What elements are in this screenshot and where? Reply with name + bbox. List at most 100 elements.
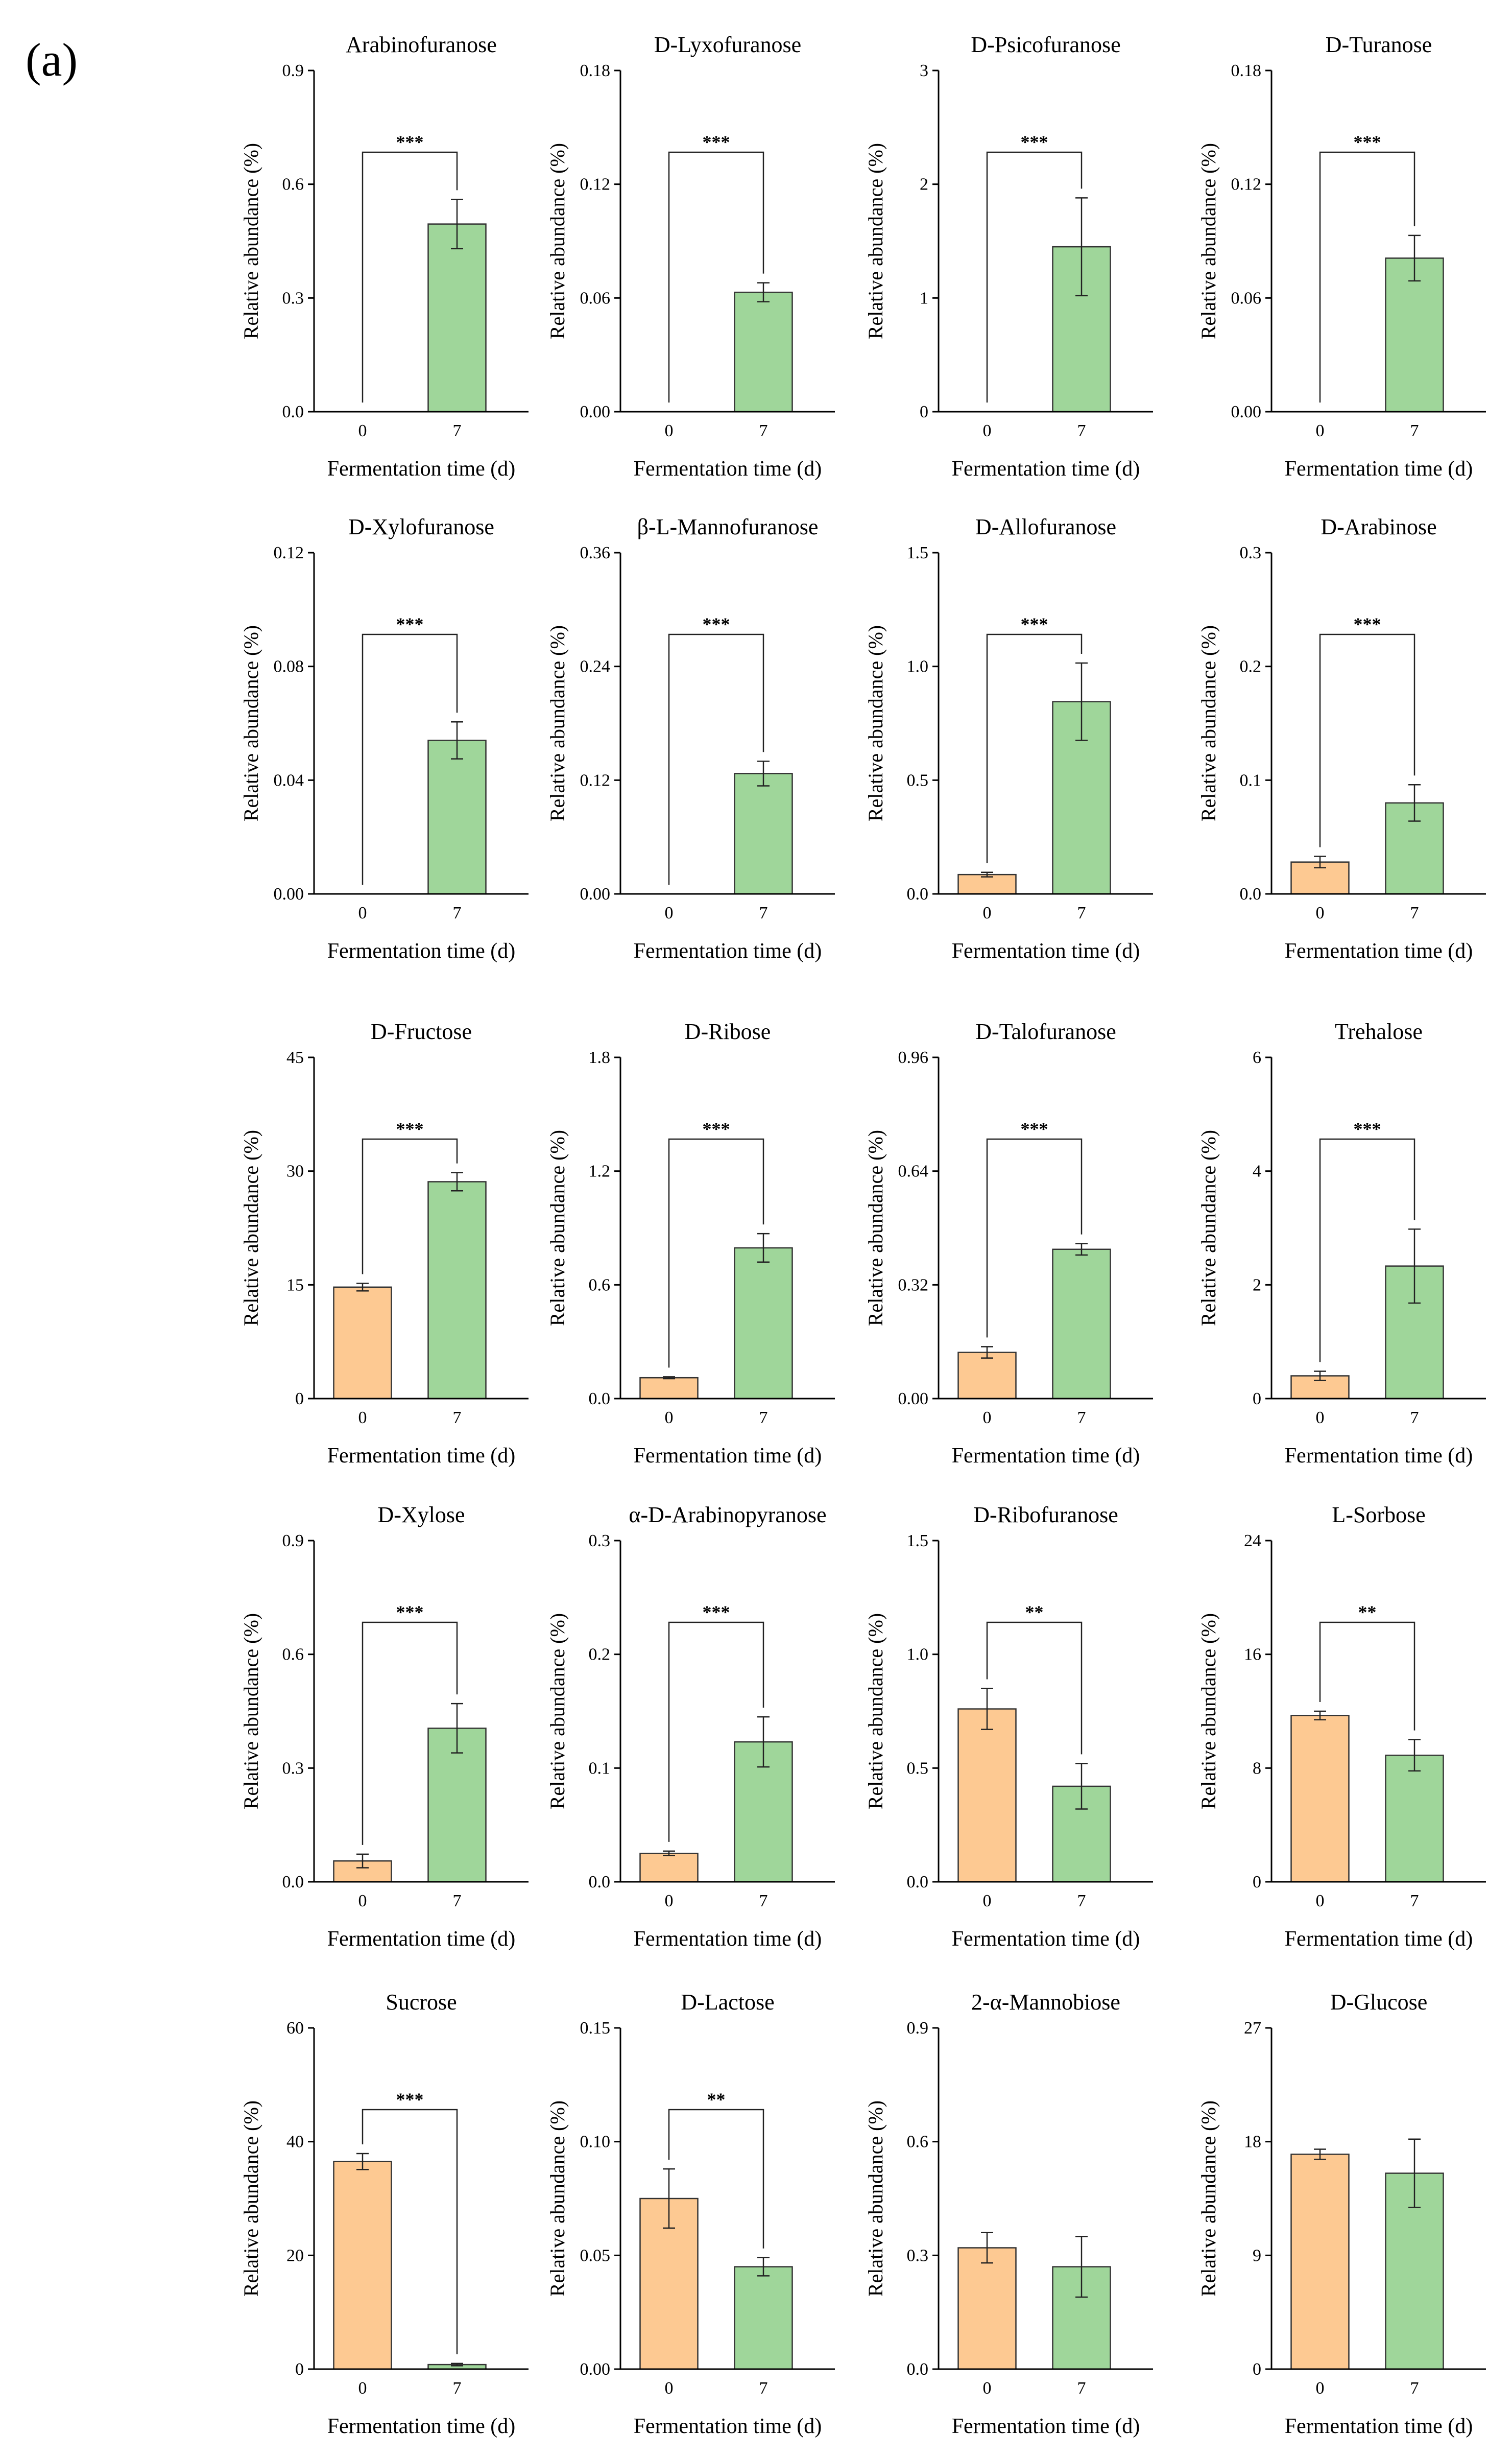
- y-tick-label: 2: [1253, 1275, 1261, 1294]
- y-tick-label: 6: [1253, 1048, 1261, 1067]
- x-tick-label: 0: [983, 904, 992, 923]
- significance-bracket: [362, 1621, 458, 1845]
- y-tick-label: 1.5: [907, 543, 929, 562]
- chart-panel: D-Turanose 0.00 0.06 0.12 0.18 Relative abund…: [1197, 32, 1486, 481]
- chart-title: D-Fructose: [371, 1019, 472, 1044]
- y-tick-label: 0.15: [580, 2019, 611, 2038]
- y-axis-label: Relative abundance (%): [1197, 625, 1220, 821]
- bar: [1052, 1248, 1111, 1400]
- y-tick-label: 0.18: [1231, 61, 1262, 80]
- y-tick-label: 1.2: [589, 1162, 611, 1181]
- y-axis-label: Relative abundance (%): [546, 143, 569, 339]
- y-axis-label: Relative abundance (%): [864, 1613, 887, 1809]
- bar: [1290, 1715, 1350, 1883]
- chart-title: β-L-Mannofuranose: [637, 514, 819, 539]
- chart-panel: D-Ribofuranose 0.0 0.5 1.0 1.5 Relative abund…: [864, 1502, 1153, 1951]
- y-tick-label: 2: [920, 175, 928, 194]
- chart-title: D-Talofuranose: [975, 1019, 1116, 1044]
- chart-title: D-Xylose: [377, 1502, 465, 1527]
- x-tick-label: 0: [983, 1408, 992, 1427]
- y-tick-label: 0.9: [282, 1531, 304, 1550]
- chart-panel: L-Sorbose 0 8 16 24 Relative abundance (%) 0 7 F…: [1197, 1502, 1486, 1951]
- y-tick-label: 0.10: [580, 2133, 611, 2152]
- y-tick-label: 1.8: [589, 1048, 611, 1067]
- x-tick-label: 7: [1077, 1892, 1086, 1910]
- bar: [957, 1352, 1017, 1400]
- chart-panel: D-Lactose 0.00 0.05 0.10 0.15 Relative abunda…: [546, 1990, 835, 2438]
- significance-label: ***: [703, 1602, 730, 1622]
- y-tick-label: 1: [920, 289, 928, 308]
- x-tick-label: 7: [1077, 1408, 1086, 1427]
- bar: [957, 1708, 1017, 1883]
- x-axis-label: Fermentation time (d): [1285, 1927, 1473, 1951]
- x-tick-label: 0: [358, 904, 367, 923]
- x-tick-label: 0: [983, 1892, 992, 1910]
- y-tick-label: 0.12: [274, 543, 304, 562]
- y-tick-label: 0.3: [282, 289, 304, 308]
- y-tick-label: 0.06: [1231, 289, 1262, 308]
- y-tick-label: 0: [1253, 1389, 1261, 1408]
- y-axis-label: Relative abundance (%): [239, 1130, 262, 1326]
- x-tick-label: 7: [759, 2379, 768, 2398]
- x-axis-label: Fermentation time (d): [327, 1927, 516, 1951]
- chart-title: Trehalose: [1335, 1019, 1423, 1044]
- y-tick-label: 0.2: [1240, 657, 1262, 676]
- significance-label: ***: [396, 1119, 424, 1139]
- y-tick-label: 24: [1244, 1531, 1261, 1550]
- chart-title: Arabinofuranose: [346, 32, 497, 57]
- chart-title: D-Psicofuranose: [971, 32, 1120, 57]
- x-axis-label: Fermentation time (d): [952, 1444, 1140, 1468]
- significance-bracket: [1319, 633, 1415, 847]
- y-tick-label: 0.64: [898, 1162, 929, 1181]
- significance-bracket: [668, 2109, 764, 2249]
- significance-label: ***: [1354, 132, 1381, 152]
- significance-label: **: [1358, 1602, 1377, 1622]
- significance-bracket: [668, 151, 764, 403]
- bar: [734, 2266, 793, 2370]
- significance-bracket: [362, 633, 458, 885]
- x-axis-label: Fermentation time (d): [1285, 457, 1473, 481]
- y-tick-label: 0.6: [282, 1645, 304, 1664]
- significance-bracket: [668, 1138, 764, 1368]
- x-tick-label: 0: [358, 1408, 367, 1427]
- y-tick-label: 40: [286, 2133, 304, 2152]
- x-axis-label: Fermentation time (d): [1285, 1444, 1473, 1468]
- bar: [734, 291, 793, 413]
- y-axis-label: Relative abundance (%): [239, 1613, 262, 1809]
- y-tick-label: 0.2: [589, 1645, 611, 1664]
- y-tick-label: 0.00: [898, 1389, 929, 1408]
- y-axis-label: Relative abundance (%): [864, 625, 887, 821]
- y-tick-label: 8: [1253, 1759, 1261, 1778]
- significance-label: ***: [703, 614, 730, 634]
- y-tick-label: 0: [1253, 2360, 1261, 2379]
- chart-panel: D-Xylofuranose 0.00 0.04 0.08 0.12 Relative a…: [239, 514, 529, 963]
- significance-bracket: [668, 1621, 764, 1842]
- x-axis-label: Fermentation time (d): [952, 2415, 1140, 2438]
- chart-panel: D-Psicofuranose 0 1 2 3 Relative abundance (%…: [864, 32, 1153, 481]
- chart-title: D-Ribose: [685, 1019, 771, 1044]
- y-tick-label: 0.05: [580, 2246, 611, 2265]
- chart-title: D-Ribofuranose: [973, 1502, 1118, 1527]
- y-tick-label: 0.24: [580, 657, 611, 676]
- bar: [427, 1181, 487, 1400]
- y-tick-label: 0.00: [1231, 403, 1262, 421]
- y-tick-label: 9: [1253, 2246, 1261, 2265]
- y-tick-label: 60: [286, 2019, 304, 2038]
- chart-panel: D-Fructose 0 15 30 45 Relative abundance (%) 0…: [239, 1019, 529, 1468]
- bar: [734, 1247, 793, 1400]
- y-tick-label: 0.5: [907, 1759, 929, 1778]
- bar: [957, 2247, 1017, 2370]
- x-axis-label: Fermentation time (d): [952, 1927, 1140, 1951]
- y-tick-label: 0.5: [907, 771, 929, 790]
- x-axis-label: Fermentation time (d): [634, 939, 822, 963]
- significance-label: ***: [1354, 1119, 1381, 1139]
- chart-panel: Sucrose 0 20 40 60 Relative abundance (%) 0 7 Fe…: [239, 1990, 529, 2438]
- y-tick-label: 0.3: [589, 1531, 611, 1550]
- x-tick-label: 0: [358, 421, 367, 440]
- y-tick-label: 0.0: [1240, 885, 1262, 904]
- bar: [1385, 1755, 1444, 1883]
- x-axis-label: Fermentation time (d): [327, 1444, 516, 1468]
- x-tick-label: 0: [665, 421, 674, 440]
- x-tick-label: 0: [358, 1892, 367, 1910]
- x-tick-label: 7: [759, 904, 768, 923]
